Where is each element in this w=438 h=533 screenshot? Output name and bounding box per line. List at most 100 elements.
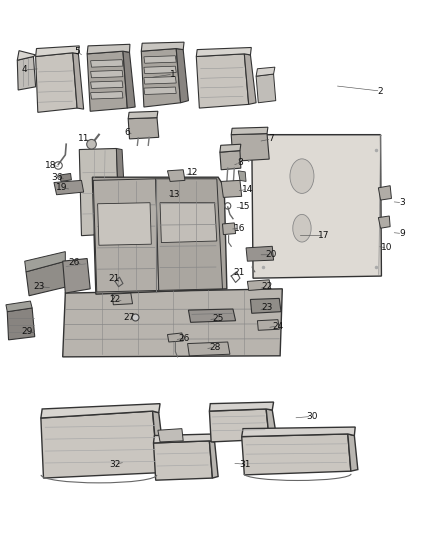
Text: 21: 21	[109, 273, 120, 282]
Polygon shape	[187, 342, 230, 356]
Polygon shape	[128, 118, 159, 139]
Polygon shape	[87, 44, 130, 54]
Ellipse shape	[87, 140, 96, 149]
Text: 20: 20	[266, 251, 277, 260]
Polygon shape	[91, 92, 123, 99]
Polygon shape	[87, 51, 127, 111]
Polygon shape	[6, 301, 32, 312]
Polygon shape	[60, 173, 71, 181]
Polygon shape	[247, 280, 271, 290]
Text: 7: 7	[268, 134, 274, 143]
Polygon shape	[26, 261, 67, 296]
Polygon shape	[258, 320, 279, 330]
Polygon shape	[155, 179, 223, 290]
Text: 4: 4	[22, 66, 28, 74]
Text: 9: 9	[399, 229, 405, 238]
Text: 32: 32	[110, 460, 121, 469]
Text: 28: 28	[209, 343, 220, 352]
Text: 24: 24	[272, 321, 283, 330]
Text: 15: 15	[239, 203, 250, 212]
Polygon shape	[141, 42, 184, 51]
Polygon shape	[244, 54, 256, 104]
Polygon shape	[153, 434, 215, 443]
Ellipse shape	[290, 159, 314, 193]
Polygon shape	[73, 53, 84, 109]
Polygon shape	[220, 151, 241, 169]
Polygon shape	[252, 135, 381, 278]
Polygon shape	[17, 56, 35, 90]
Text: 13: 13	[169, 190, 180, 199]
Polygon shape	[79, 149, 120, 236]
Polygon shape	[221, 180, 242, 197]
Polygon shape	[144, 56, 176, 63]
Text: 11: 11	[78, 134, 89, 143]
Polygon shape	[209, 441, 218, 478]
Polygon shape	[167, 333, 183, 342]
Polygon shape	[54, 180, 84, 195]
Polygon shape	[223, 223, 236, 235]
Text: 29: 29	[21, 327, 32, 336]
Polygon shape	[128, 111, 158, 119]
Text: 26: 26	[178, 334, 190, 343]
Polygon shape	[256, 74, 276, 103]
Polygon shape	[231, 127, 268, 135]
Polygon shape	[238, 171, 246, 181]
Polygon shape	[91, 60, 123, 67]
Text: 8: 8	[237, 158, 243, 167]
Text: 27: 27	[124, 312, 135, 321]
Text: 19: 19	[56, 183, 67, 192]
Text: 10: 10	[381, 244, 393, 253]
Polygon shape	[188, 309, 236, 322]
Polygon shape	[144, 87, 176, 94]
Polygon shape	[123, 51, 135, 108]
Polygon shape	[117, 149, 127, 233]
Polygon shape	[176, 49, 188, 103]
Polygon shape	[196, 54, 249, 108]
Polygon shape	[91, 70, 123, 78]
Polygon shape	[378, 216, 390, 228]
Text: 21: 21	[233, 269, 244, 277]
Polygon shape	[93, 179, 159, 292]
Text: 17: 17	[318, 231, 329, 240]
Text: 5: 5	[74, 47, 80, 55]
Polygon shape	[209, 402, 274, 411]
Text: 16: 16	[234, 224, 246, 233]
Text: 22: 22	[261, 282, 272, 291]
Polygon shape	[144, 77, 176, 84]
Polygon shape	[35, 53, 77, 112]
Polygon shape	[378, 185, 392, 200]
Polygon shape	[35, 46, 79, 56]
Text: 12: 12	[187, 168, 198, 177]
Polygon shape	[152, 411, 166, 473]
Polygon shape	[167, 169, 185, 181]
Polygon shape	[160, 203, 217, 243]
Text: 22: 22	[110, 295, 121, 304]
Text: 26: 26	[68, 258, 80, 266]
Polygon shape	[242, 434, 351, 475]
Polygon shape	[112, 293, 133, 305]
Text: 31: 31	[240, 460, 251, 469]
Ellipse shape	[293, 214, 311, 242]
Polygon shape	[92, 177, 227, 294]
Text: 6: 6	[124, 128, 130, 137]
Text: 18: 18	[45, 161, 57, 170]
Polygon shape	[41, 411, 158, 478]
Polygon shape	[246, 246, 274, 261]
Text: 36: 36	[51, 173, 62, 182]
Text: 25: 25	[212, 314, 224, 323]
Polygon shape	[98, 203, 151, 245]
Polygon shape	[220, 144, 241, 152]
Text: 30: 30	[306, 412, 317, 421]
Polygon shape	[256, 67, 275, 76]
Polygon shape	[196, 47, 251, 56]
Polygon shape	[63, 259, 90, 293]
Text: 14: 14	[242, 185, 253, 194]
Polygon shape	[91, 81, 123, 88]
Polygon shape	[141, 49, 180, 107]
Polygon shape	[158, 429, 183, 442]
Polygon shape	[266, 409, 277, 439]
Polygon shape	[144, 66, 176, 74]
Polygon shape	[17, 51, 35, 60]
Polygon shape	[41, 403, 160, 418]
Text: 23: 23	[261, 303, 273, 312]
